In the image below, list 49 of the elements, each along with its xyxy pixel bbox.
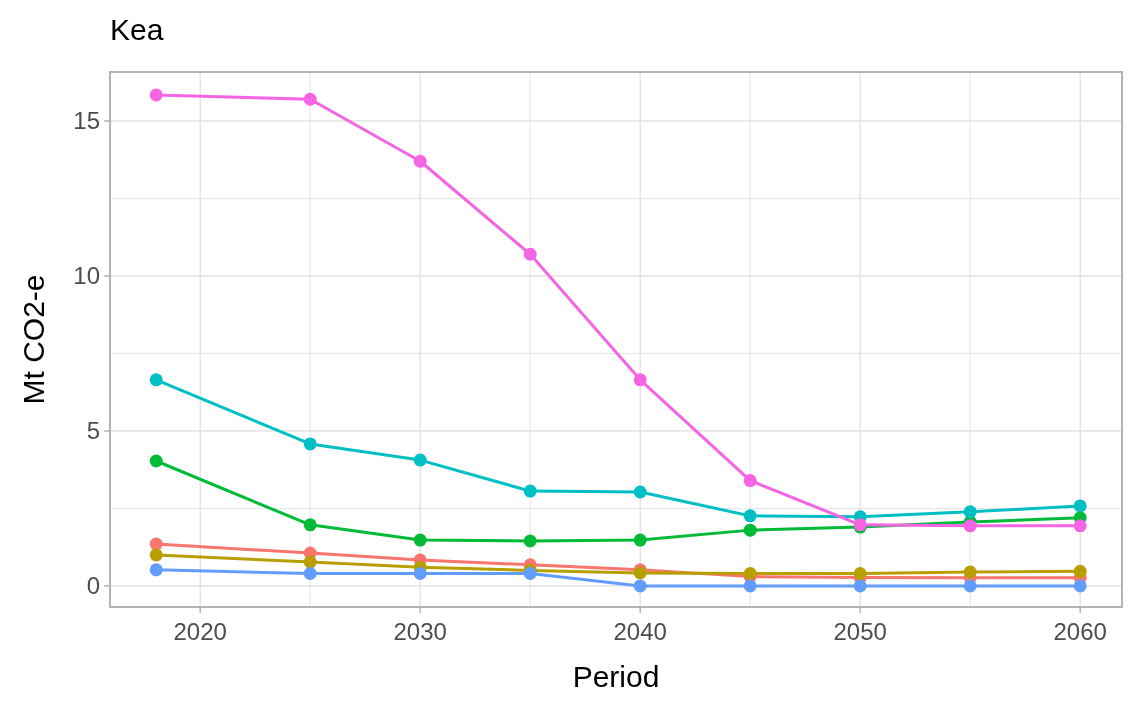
x-tick-label: 2030 <box>393 618 447 645</box>
x-tick-label: 2060 <box>1053 618 1107 645</box>
point <box>303 92 317 106</box>
point <box>303 567 317 581</box>
y-tick-label: 10 <box>73 262 100 290</box>
point <box>413 533 427 547</box>
point <box>963 565 977 579</box>
point <box>303 555 317 569</box>
y-tick-label: 15 <box>73 107 100 135</box>
point <box>523 534 537 548</box>
point <box>523 247 537 261</box>
point <box>633 533 647 547</box>
y-tick-label: 5 <box>86 417 100 445</box>
point <box>413 567 427 581</box>
point <box>149 454 163 468</box>
point <box>303 437 317 451</box>
chart-title: Kea <box>110 13 164 46</box>
point <box>743 523 757 537</box>
point <box>303 518 317 532</box>
point <box>1073 519 1087 533</box>
x-tick-label: 2050 <box>833 618 887 645</box>
point <box>963 579 977 593</box>
point <box>149 548 163 562</box>
point <box>633 579 647 593</box>
x-axis-title: Period <box>572 660 660 693</box>
point <box>149 563 163 577</box>
point <box>853 579 867 593</box>
point <box>633 485 647 499</box>
point <box>413 453 427 467</box>
point <box>149 373 163 387</box>
point <box>743 509 757 523</box>
y-tick-label: 0 <box>86 572 100 600</box>
point <box>523 484 537 498</box>
x-tick-label: 2040 <box>613 618 667 645</box>
point <box>963 505 977 519</box>
point <box>853 567 867 581</box>
point <box>149 88 163 102</box>
point <box>1073 499 1087 513</box>
point <box>149 537 163 551</box>
point <box>523 567 537 581</box>
y-axis-title: Mt CO2-e <box>17 274 50 405</box>
point <box>413 154 427 168</box>
point <box>633 373 647 387</box>
point <box>743 579 757 593</box>
point <box>963 519 977 533</box>
point <box>743 474 757 488</box>
point <box>1073 564 1087 578</box>
x-tick-label: 2020 <box>173 618 227 645</box>
point <box>1073 579 1087 593</box>
